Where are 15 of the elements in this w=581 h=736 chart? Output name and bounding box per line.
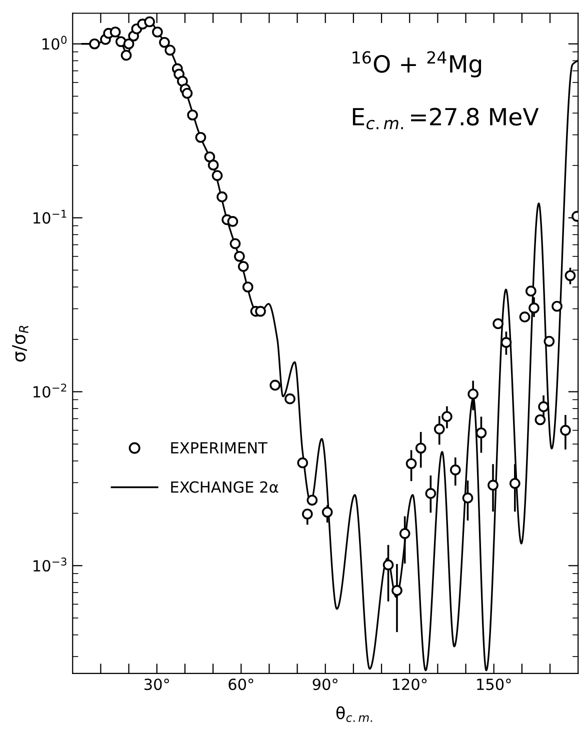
x-tick-label: 150°	[477, 678, 511, 690]
x-tick-label: 30°	[144, 678, 169, 690]
x-tick-label: 120°	[392, 678, 427, 690]
y-axis-title: σ/σ$_{R}$	[12, 326, 28, 362]
legend-label: EXCHANGE 2α	[171, 481, 278, 493]
x-axis-title: θ$_{c.m.}$	[336, 706, 372, 722]
y-tick-label: 10$^{0}$	[42, 36, 67, 50]
y-tick-label: 10$^{−2}$	[34, 384, 66, 398]
legend-label: EXPERIMENT	[171, 442, 268, 454]
y-tick-label: 10$^{−1}$	[34, 210, 66, 224]
x-tick-label: 60°	[228, 678, 254, 690]
x-tick-label: 90°	[312, 678, 338, 690]
y-tick-label: 10$^{−3}$	[34, 558, 66, 572]
annotation: E$_{c.m.}$=27.8 MeV	[352, 108, 539, 130]
annotation: $^{16}$O + $^{24}$Mg	[352, 51, 482, 78]
